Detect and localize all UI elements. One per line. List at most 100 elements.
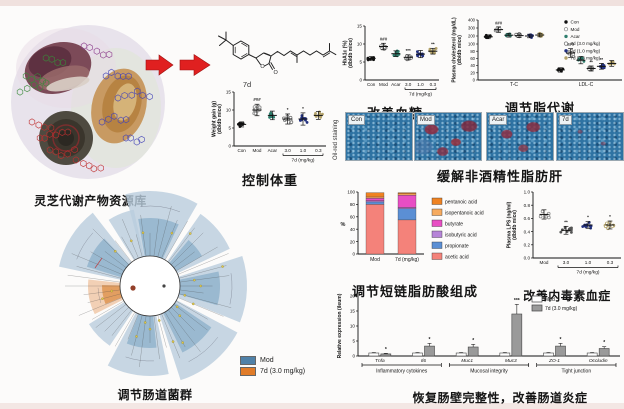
oil-red-side-label: Oil-red staining xyxy=(333,119,339,160)
weight-gain-chart: 0 5 10 15 Weight gain (g) (db/db mice) Con Mod #… xyxy=(212,90,326,164)
svg-text:(db/db mice): (db/db mice) xyxy=(348,38,354,68)
histology-image-con: Con xyxy=(345,112,413,161)
svg-text:0: 0 xyxy=(473,78,476,83)
svg-text:0: 0 xyxy=(228,144,231,149)
svg-text:100: 100 xyxy=(347,190,355,195)
svg-text:3.0: 3.0 xyxy=(563,260,570,265)
svg-text:*: * xyxy=(472,338,474,344)
svg-text:15: 15 xyxy=(226,90,232,95)
svg-text:###: ### xyxy=(495,20,503,25)
svg-text:###: ### xyxy=(380,36,388,41)
svg-text:Acar: Acar xyxy=(268,148,278,153)
svg-text:1.0: 1.0 xyxy=(300,148,307,153)
red-arrow-icon xyxy=(145,53,211,77)
svg-text:Con: Con xyxy=(237,148,246,153)
legend-label-7d: 7d (3.0 mg/kg) xyxy=(260,368,306,375)
svg-text:1.0: 1.0 xyxy=(417,82,424,87)
scfa-chart: 0 20 40 60 80 100% Mod 7d (mg/kg) pentanoic acid… xyxy=(341,190,484,263)
svg-text:Mod: Mod xyxy=(571,27,580,32)
svg-text:1.0: 1.0 xyxy=(524,190,531,195)
legend-label-mod: Mod xyxy=(260,357,274,364)
oxygen-atom-label: O xyxy=(260,64,265,70)
svg-text:Mod: Mod xyxy=(370,257,380,263)
svg-text:**: ** xyxy=(431,41,435,46)
svg-text:Occludin: Occludin xyxy=(589,358,608,364)
top-border-strip xyxy=(0,0,624,6)
svg-text:20: 20 xyxy=(470,70,475,75)
svg-text:Plasma LPS (ng/ml): Plasma LPS (ng/ml) xyxy=(507,201,513,248)
svg-text:7d (3.0 mg/kg): 7d (3.0 mg/kg) xyxy=(571,41,601,46)
svg-text:*: * xyxy=(609,214,611,219)
svg-text:isobutyric acid: isobutyric acid xyxy=(445,232,477,238)
bottom-border-strip xyxy=(0,403,624,409)
svg-text:Mucosal integrity: Mucosal integrity xyxy=(470,369,508,375)
svg-text:Mod: Mod xyxy=(545,297,555,303)
svg-text:0.0: 0.0 xyxy=(524,256,531,261)
svg-text:0.3: 0.3 xyxy=(607,260,614,265)
svg-text:15: 15 xyxy=(357,24,363,29)
ileum-caption: 恢复肠壁完整性，改善肠道炎症 xyxy=(412,391,588,405)
histology-label-con: Con xyxy=(348,115,366,125)
histology-label-mod: Mod xyxy=(417,115,435,125)
svg-text:0.3: 0.3 xyxy=(430,82,437,87)
cladogram-image xyxy=(59,191,247,381)
svg-text:300: 300 xyxy=(468,26,476,31)
legend-swatch-7d xyxy=(240,367,256,376)
svg-text:Tnfa: Tnfa xyxy=(375,358,385,364)
svg-text:60: 60 xyxy=(470,56,475,61)
svg-text:0: 0 xyxy=(352,252,355,257)
legend-swatch-mod xyxy=(240,356,256,365)
histology-label-acar: Acar xyxy=(489,115,508,125)
svg-text:0.3: 0.3 xyxy=(315,148,322,153)
lps-caption: 改善内毒素血症 xyxy=(523,289,611,303)
svg-text:80: 80 xyxy=(350,202,356,207)
svg-text:Muc1: Muc1 xyxy=(461,358,473,364)
svg-text:7d (mg/kg): 7d (mg/kg) xyxy=(292,158,315,164)
svg-text:Relative expression (ileum): Relative expression (ileum) xyxy=(337,293,343,358)
svg-text:Con: Con xyxy=(571,20,580,25)
svg-text:propionate: propionate xyxy=(445,243,469,249)
cladogram-caption: 调节肠道菌群 xyxy=(117,388,193,402)
svg-text:*: * xyxy=(603,340,605,346)
svg-text:HbA1c (%): HbA1c (%) xyxy=(343,40,349,65)
svg-text:Inflammatory cytokines: Inflammatory cytokines xyxy=(376,369,428,375)
histology-image-7d: 7d xyxy=(556,112,624,161)
svg-text:Muc3: Muc3 xyxy=(505,358,517,364)
svg-text:5: 5 xyxy=(352,339,355,344)
svg-text:***: *** xyxy=(514,298,520,304)
histology-image-acar: Acar xyxy=(486,112,554,161)
svg-text:(db/db mice): (db/db mice) xyxy=(457,35,463,65)
svg-text:100: 100 xyxy=(468,42,476,47)
svg-text:pentanoic acid: pentanoic acid xyxy=(445,199,477,205)
compound-structure: O O xyxy=(218,31,337,76)
svg-text:Mod: Mod xyxy=(379,82,388,87)
ganoderma-library-image xyxy=(11,25,165,179)
svg-text:7d (mg/kg): 7d (mg/kg) xyxy=(409,92,432,98)
svg-text:Plasma cholesterol (mg/dL): Plasma cholesterol (mg/dL) xyxy=(452,17,458,83)
svg-text:80: 80 xyxy=(470,49,475,54)
svg-text:butyrate: butyrate xyxy=(445,221,463,227)
svg-text:40: 40 xyxy=(470,63,475,68)
hba1c-chart: 0 5 10 15 HbA1c (%) (db/db mice) Con Mod ### Acar… xyxy=(343,24,439,98)
svg-text:5: 5 xyxy=(359,60,362,65)
svg-text:**: ** xyxy=(600,57,604,62)
svg-text:1.0: 1.0 xyxy=(585,260,592,265)
svg-text:Acar: Acar xyxy=(571,34,581,39)
svg-text:40: 40 xyxy=(350,227,356,232)
weight-caption: 控制体重 xyxy=(241,173,298,188)
histology-label-7d: 7d xyxy=(559,115,572,125)
svg-text:*: * xyxy=(560,337,562,343)
cladogram-legend-mod: Mod xyxy=(240,356,274,365)
svg-text:20: 20 xyxy=(350,294,356,299)
svg-text:acetic acid: acetic acid xyxy=(445,254,469,260)
svg-text:60: 60 xyxy=(350,215,356,220)
svg-text:**: ** xyxy=(590,59,594,64)
svg-text:5: 5 xyxy=(228,126,231,131)
svg-text:*: * xyxy=(587,215,589,220)
oil-red-caption: 缓解非酒精性脂肪肝 xyxy=(436,169,563,184)
svg-text:10: 10 xyxy=(350,324,356,329)
svg-text:Tight junction: Tight junction xyxy=(562,369,592,375)
lps-chart: 0.0 0.2 0.4 0.6 0.8 1.0 Plasma LPS (ng/ml) (db/… xyxy=(507,190,621,276)
